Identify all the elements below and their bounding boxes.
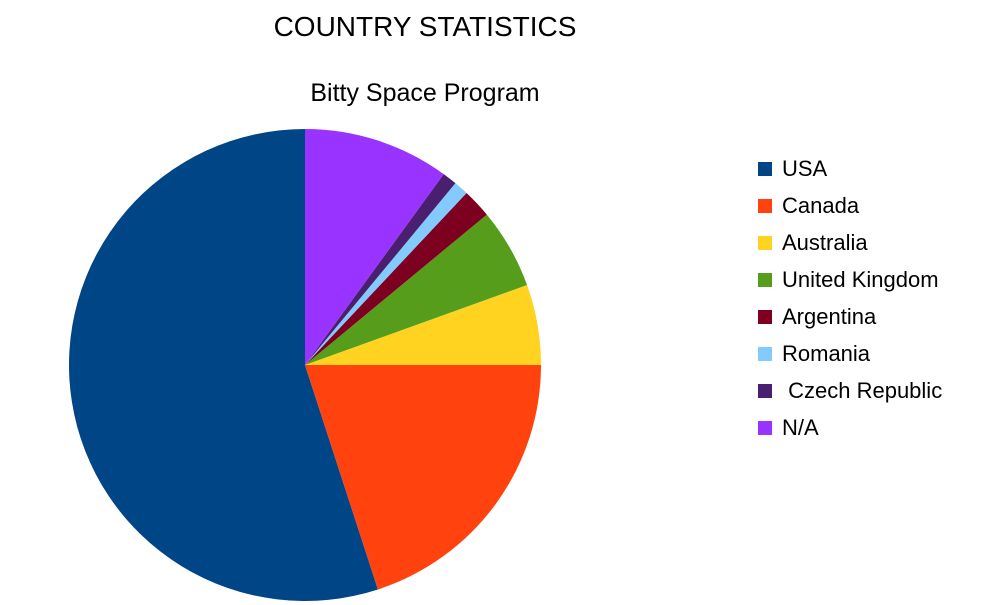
legend-item-czech-republic: Czech Republic xyxy=(758,372,942,409)
legend-item-canada: Canada xyxy=(758,187,942,224)
pie-slice-n-a xyxy=(305,129,444,365)
legend-label: USA xyxy=(782,155,828,181)
pie-slice-usa xyxy=(68,129,378,602)
pie-slice-romania xyxy=(305,183,467,365)
legend-item-australia: Australia xyxy=(758,224,942,261)
pie-slice-czech-republic xyxy=(305,174,456,365)
legend-item-n-a: N/A xyxy=(758,409,942,446)
legend-swatch-usa xyxy=(758,161,772,176)
chart-subtitle: Bitty Space Program xyxy=(310,79,540,107)
chart-title: COUNTRY STATISTICS xyxy=(273,11,577,42)
legend-item-romania: Romania xyxy=(758,335,942,372)
legend-item-usa: USA xyxy=(758,150,942,187)
legend-swatch-australia xyxy=(758,235,772,250)
legend-swatch-czech-republic xyxy=(758,383,772,398)
legend-label: Argentina xyxy=(782,303,877,329)
legend-label: Romania xyxy=(782,340,871,366)
legend-item-united-kingdom: United Kingdom xyxy=(758,261,942,298)
legend-label: Czech Republic xyxy=(782,377,943,403)
legend-swatch-united-kingdom xyxy=(758,272,772,287)
legend-label: N/A xyxy=(782,414,819,440)
legend-label: Canada xyxy=(782,192,860,218)
chart-legend: USA Canada Australia United Kingdom Argentin… xyxy=(758,150,942,446)
legend-swatch-romania xyxy=(758,346,772,361)
legend-swatch-argentina xyxy=(758,309,772,324)
legend-label: Australia xyxy=(782,229,868,255)
pie-slice-australia xyxy=(305,285,541,365)
pie-slice-united-kingdom xyxy=(305,214,528,365)
pie-slice-canada xyxy=(305,365,541,590)
legend-item-argentina: Argentina xyxy=(758,298,942,335)
legend-label: United Kingdom xyxy=(782,266,939,292)
legend-swatch-canada xyxy=(758,198,772,213)
legend-swatch-n-a xyxy=(758,420,772,435)
pie-slice-argentina xyxy=(305,192,487,365)
